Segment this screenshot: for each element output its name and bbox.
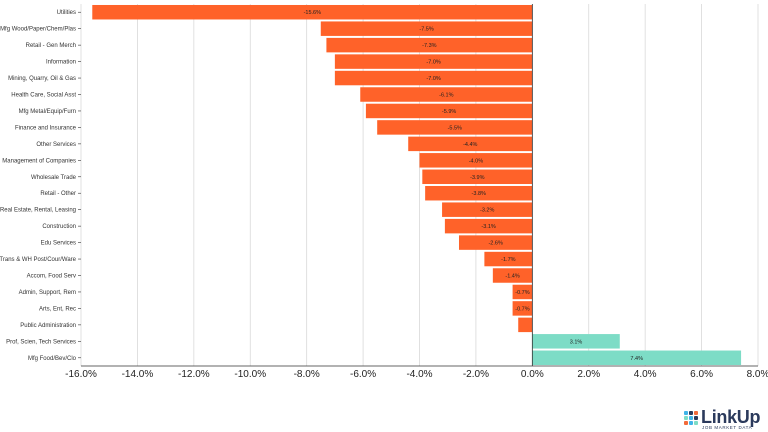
- category-label: Trans & WH Post/Cour/Ware: [0, 257, 77, 263]
- data-label: -4.4%: [463, 142, 477, 148]
- category-label: Admin, Support, Rem: [19, 290, 76, 296]
- category-label: Health Care, Social Asst: [11, 93, 76, 99]
- category-label: Construction: [42, 224, 76, 230]
- axes: [78, 4, 758, 367]
- bar: [532, 350, 742, 366]
- bars: [92, 4, 742, 366]
- x-tick-label: -10.0%: [234, 369, 266, 380]
- bar: [419, 153, 533, 168]
- bar: [360, 87, 533, 102]
- x-tick-label: -8.0%: [294, 369, 320, 380]
- logo-dot: [684, 411, 688, 415]
- bar: [512, 284, 533, 300]
- data-label: -2.6%: [488, 241, 502, 247]
- x-tick-label: 4.0%: [634, 369, 657, 380]
- category-label: Accom, Food Serv: [27, 274, 76, 280]
- data-label: 3.1%: [570, 339, 583, 345]
- bar: [532, 334, 620, 349]
- bar: [377, 120, 533, 135]
- category-label: Public Administration: [20, 323, 76, 329]
- bar: [442, 202, 533, 217]
- category-label: Retail - Gen Merch: [26, 43, 76, 49]
- bar: [492, 268, 533, 283]
- category-label: Mfg Metal/Equip/Furn: [19, 109, 76, 115]
- category-labels: Utilities Mfg Wood/Paper/Chem/Plas Retail …: [0, 10, 77, 362]
- logo-tagline: JOB MARKET DATA: [702, 425, 753, 430]
- bar: [425, 185, 533, 201]
- bar: [92, 4, 533, 20]
- data-label: -7.0%: [426, 76, 440, 82]
- logo-dot: [689, 411, 693, 415]
- data-label: -3.2%: [480, 208, 494, 214]
- data-label: -3.9%: [470, 175, 484, 181]
- logo-dots-icon: [684, 411, 698, 425]
- x-tick-label: -14.0%: [122, 369, 154, 380]
- category-label: Other Services: [36, 142, 76, 148]
- logo-dot: [684, 416, 688, 420]
- bar: [512, 301, 533, 316]
- data-label: -4.0%: [469, 158, 483, 164]
- data-label: -3.8%: [472, 191, 486, 197]
- bar: [444, 218, 533, 234]
- bar: [422, 169, 533, 185]
- category-label: Mfg Wood/Paper/Chem/Plas: [0, 27, 76, 33]
- data-label: 7.4%: [630, 356, 643, 362]
- bar: [365, 103, 533, 119]
- x-tick-labels: -16.0% -14.0% -12.0% -10.0% -8.0% -6.0% -4.0% -…: [65, 369, 768, 380]
- bar: [408, 136, 533, 152]
- category-label: Real Estate, Rental, Leasing: [0, 208, 76, 214]
- logo-dot: [694, 411, 698, 415]
- logo-dot: [689, 416, 693, 420]
- x-tick-label: -2.0%: [463, 369, 489, 380]
- logo-dot: [694, 421, 698, 425]
- data-label: -6.1%: [439, 93, 453, 99]
- data-label: -0.7%: [515, 306, 529, 312]
- x-tick-label: -4.0%: [406, 369, 432, 380]
- category-label: Arts, Ent, Rec: [39, 306, 76, 312]
- data-label: -1.7%: [501, 257, 515, 263]
- category-label: Edu Services: [41, 241, 76, 247]
- linkup-logo: LinkUp JOB MARKET DATA: [684, 408, 768, 432]
- bar: [334, 54, 533, 69]
- x-tick-label: 2.0%: [577, 369, 600, 380]
- logo-dot: [689, 421, 693, 425]
- category-label: Mfg Food/Bev/Clo: [28, 356, 77, 362]
- x-tick-label: -12.0%: [178, 369, 210, 380]
- data-label: -0.7%: [515, 290, 529, 296]
- data-label: -5.9%: [442, 109, 456, 115]
- data-label: -3.1%: [481, 224, 495, 230]
- logo-wordmark: LinkUp: [701, 407, 761, 427]
- x-tick-label: -6.0%: [350, 369, 376, 380]
- category-label: Prof, Scien, Tech Services: [6, 339, 76, 345]
- bar: [518, 317, 533, 333]
- bar: [326, 37, 533, 53]
- data-label: -7.0%: [426, 60, 440, 66]
- category-label: Information: [46, 60, 76, 66]
- category-label: Wholesale Trade: [31, 175, 77, 181]
- x-tick-label: -16.0%: [65, 369, 97, 380]
- category-label: Finance and Insurance: [15, 125, 77, 131]
- data-label: -15.6%: [304, 10, 322, 16]
- data-labels: -15.6% -7.5% -7.3% -7.0% -7.0% -6.1% -5.9% -5.5…: [304, 10, 643, 362]
- data-label: -7.5%: [419, 27, 433, 33]
- x-tick-label: 0.0%: [521, 369, 544, 380]
- bar: [458, 235, 533, 250]
- x-tick-label: 6.0%: [690, 369, 713, 380]
- data-label: -7.3%: [422, 43, 436, 49]
- category-label: Management of Companies: [2, 158, 76, 164]
- x-tick-label: 8.0%: [747, 369, 768, 380]
- data-label: -5.5%: [448, 125, 462, 131]
- category-label: Mining, Quarry, Oil & Gas: [8, 76, 76, 82]
- bar: [484, 251, 533, 267]
- logo-dot: [684, 421, 688, 425]
- bar: [320, 21, 533, 36]
- category-label: Retail - Other: [40, 191, 76, 197]
- data-label: -1.4%: [505, 274, 519, 280]
- bar: [334, 70, 533, 86]
- category-label: Utilities: [57, 10, 76, 16]
- logo-dot: [694, 416, 698, 420]
